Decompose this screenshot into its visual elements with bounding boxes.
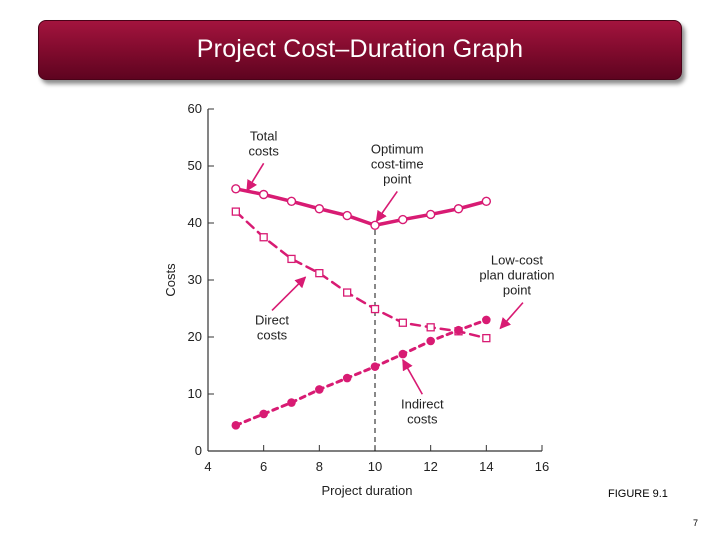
x-axis-label: Project duration xyxy=(321,483,412,498)
annotation-lowcost-text: point xyxy=(503,283,532,298)
y-axis-label: Costs xyxy=(163,263,178,297)
y-tick-label: 0 xyxy=(195,443,202,458)
total-costs-line xyxy=(234,187,489,228)
total-costs-point xyxy=(258,189,269,200)
indirect-costs-point xyxy=(370,362,380,371)
indirect-costs-point xyxy=(454,325,463,335)
annotation-total-arrow xyxy=(246,162,265,192)
total-costs-point xyxy=(370,220,380,230)
annotation-lowcost-text: plan duration xyxy=(479,268,554,283)
y-tick-label: 10 xyxy=(188,386,202,401)
y-tick-label: 40 xyxy=(188,215,202,230)
annotation-indirect-arrow xyxy=(402,358,424,395)
x-tick-label: 4 xyxy=(204,459,211,474)
annotation-optimum-text: Optimum xyxy=(371,141,424,156)
x-tick-label: 12 xyxy=(423,459,437,474)
annotation-indirect-text: Indirect xyxy=(401,396,444,411)
direct-costs-point xyxy=(398,318,407,327)
direct-costs-point xyxy=(482,333,491,343)
direct-costs-point xyxy=(426,323,435,332)
direct-costs-point xyxy=(370,304,380,314)
direct-costs-point xyxy=(231,207,240,216)
x-tick-label: 6 xyxy=(260,459,267,474)
cost-duration-chart: 0 10 20 30 40 50 60 4 6 8 10 12 14 16 Project duration… xyxy=(163,101,555,498)
total-costs-point xyxy=(481,196,492,207)
x-tick-label: 16 xyxy=(535,459,549,474)
indirect-costs-point xyxy=(482,315,491,325)
x-tick-label: 10 xyxy=(368,459,382,474)
annotation-optimum-text: point xyxy=(383,171,412,186)
page-number: 7 xyxy=(693,518,699,528)
y-tick-label: 50 xyxy=(188,158,202,173)
indirect-costs-point xyxy=(426,336,435,346)
annotation-direct-arrow xyxy=(271,276,307,312)
direct-costs-point xyxy=(287,254,296,264)
direct-costs-point xyxy=(315,269,324,278)
total-costs-point xyxy=(342,210,352,221)
annotation-lowcost-text: Low-cost xyxy=(491,253,543,268)
slide-title: Project Cost–Duration Graph xyxy=(196,35,524,63)
direct-costs-point xyxy=(343,288,352,297)
figure-caption: FIGURE 9.1 xyxy=(608,488,668,500)
x-tick-label: 8 xyxy=(316,459,323,474)
y-tick-label: 30 xyxy=(188,272,202,287)
indirect-costs-point xyxy=(342,373,352,383)
y-tick-label: 20 xyxy=(188,329,202,344)
indirect-costs-point xyxy=(287,398,296,407)
total-costs-point xyxy=(398,214,408,225)
indirect-costs-point xyxy=(398,349,408,359)
annotation-direct-text: Direct xyxy=(255,312,289,327)
annotation-indirect-text: costs xyxy=(407,411,438,426)
direct-costs-line xyxy=(234,210,488,340)
total-costs-point xyxy=(314,204,325,214)
annotation-optimum-arrow xyxy=(375,191,398,223)
total-costs-point xyxy=(453,204,464,214)
annotation-lowcost-arrow xyxy=(499,302,524,330)
annotation-total-text: costs xyxy=(248,143,279,158)
total-costs-point xyxy=(231,184,241,194)
indirect-costs-point xyxy=(315,385,324,394)
total-costs-point xyxy=(286,196,297,207)
annotation-direct-text: costs xyxy=(257,327,288,342)
indirect-costs-point xyxy=(231,421,241,430)
indirect-costs-line xyxy=(234,318,488,427)
total-costs-point xyxy=(425,209,436,220)
y-tick-label: 60 xyxy=(188,101,202,116)
annotation-optimum-text: cost-time xyxy=(371,156,424,171)
x-tick-label: 14 xyxy=(479,459,493,474)
annotation-total-text: Total xyxy=(250,128,278,143)
indirect-costs-point xyxy=(259,409,268,419)
direct-costs-point xyxy=(259,233,268,242)
title-bar: Project Cost–Duration Graph xyxy=(38,20,682,80)
